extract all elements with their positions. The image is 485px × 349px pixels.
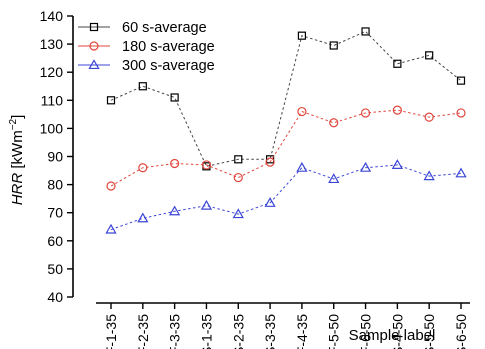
x-tick-label: S-3-35 [262,314,278,349]
data-point [200,199,213,210]
data-point [170,93,179,102]
series-line [110,109,462,187]
data-point [232,208,244,219]
data-point [265,157,275,167]
legend-label: 180 s-average [122,39,215,55]
series-layer [105,27,467,234]
data-point [138,82,147,91]
data-point [329,41,338,50]
y-axis-title-italic: HRR [9,173,26,206]
y-tick-label: 140 [40,8,64,24]
data-point [234,155,243,164]
y-tick-label: 80 [47,177,63,193]
data-point [138,163,148,173]
x-axis-title: Sample label [349,327,436,344]
y-tick-label: 90 [47,149,63,165]
series-circle [106,105,466,191]
legend-item: 300 s-average [78,58,215,74]
x-tick-label: F-2-35 [135,314,151,349]
data-point [170,158,180,169]
y-tick-label: 60 [47,233,63,249]
data-point [361,27,370,36]
y-tick-label: 40 [47,289,63,305]
data-point [391,159,403,169]
x-tick-label: S-6-50 [453,314,469,349]
x-tick-label: F-4-35 [294,314,310,349]
legend-item: 60 s-average [78,20,207,36]
x-tick-label: S-5-50 [421,314,437,349]
series-triangle [105,159,467,234]
x-tick-label: F-5-50 [326,314,342,349]
legend: 60 s-average 180 s-average 300 s-average [78,20,215,74]
data-point [296,161,308,172]
data-point [105,223,117,234]
data-point [106,96,116,105]
x-tick-label: F-3-35 [167,314,183,349]
data-point [455,167,467,178]
y-ticks: 40 50 60 70 80 90 100 110 120 130 140 [40,8,73,305]
y-tick-label: 50 [47,261,63,277]
series-line [110,164,462,231]
data-point [359,161,372,172]
data-point [423,170,435,181]
y-tick-label: 70 [47,205,63,221]
data-point [424,112,434,122]
y-tick-label: 130 [40,36,64,52]
data-point [201,160,212,170]
data-point [456,76,466,85]
data-point [329,118,339,128]
data-point [360,108,371,118]
legend-marker [89,41,99,51]
x-tick-label: S-4-50 [389,314,405,349]
x-ticks: F-1-35 F-2-35 F-3-35 S-1-35 S-2-35 S-3-35 F-4-… [103,303,469,349]
data-point [264,197,276,207]
data-point [393,59,402,68]
data-point [169,205,181,216]
legend-label: 300 s-average [122,58,215,74]
data-point [456,108,466,118]
y-tick-label: 110 [41,92,64,108]
y-axis-title: HRR [kWm−2] [8,115,26,206]
legend-item: 180 s-average [78,39,215,55]
y-axis-title-unit: [kWm [9,130,26,173]
data-point [233,172,243,183]
y-axis-title-close: ] [9,115,26,119]
legend-marker [88,59,100,70]
x-tick-label: S-1-35 [198,314,214,349]
y-tick-label: 120 [40,64,64,80]
data-point [137,212,149,223]
data-point [425,51,434,60]
data-point [106,181,116,191]
data-point [328,173,340,184]
x-tick-label: S-2-35 [230,314,246,349]
y-tick-label: 100 [40,120,64,136]
series-line [110,30,462,167]
data-point [392,105,402,115]
legend-marker [89,22,99,32]
x-tick-label: F-1-35 [103,314,119,349]
data-point [297,106,307,117]
data-point [297,31,307,40]
y-axis-title-exponent: −2 [8,118,19,130]
x-tick-label: F-6-50 [358,314,374,349]
legend-label: 60 s-average [122,20,207,36]
